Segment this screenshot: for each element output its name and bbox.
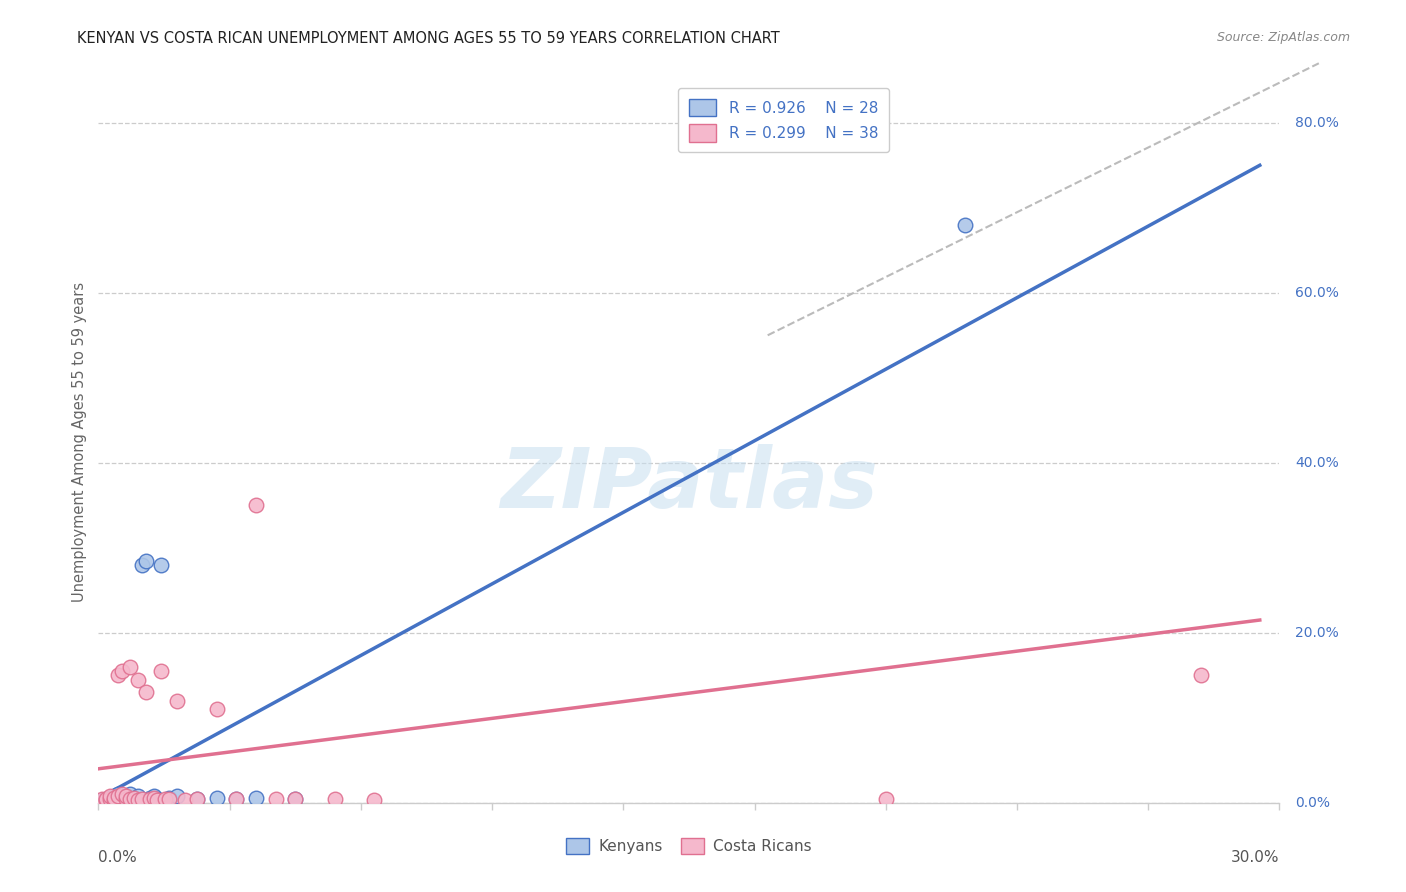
Point xyxy=(166,789,188,803)
Point xyxy=(245,498,267,512)
Text: 0.0%: 0.0% xyxy=(1295,796,1330,810)
Point xyxy=(875,792,897,806)
Point xyxy=(186,791,208,805)
Point xyxy=(135,685,157,699)
Point xyxy=(155,792,177,806)
Text: 30.0%: 30.0% xyxy=(1232,849,1279,864)
Point xyxy=(264,792,287,806)
Text: 0.0%: 0.0% xyxy=(98,849,138,864)
Point xyxy=(111,664,134,678)
Point xyxy=(122,790,145,805)
Legend: Kenyans, Costa Ricans: Kenyans, Costa Ricans xyxy=(560,832,818,860)
Point xyxy=(174,793,197,807)
Point xyxy=(205,702,228,716)
Text: 20.0%: 20.0% xyxy=(1295,626,1339,640)
Point xyxy=(150,558,173,572)
Point xyxy=(127,789,149,803)
Point xyxy=(150,664,173,678)
Point xyxy=(127,793,149,807)
Point xyxy=(111,787,134,801)
Point xyxy=(98,790,121,805)
Point xyxy=(91,793,114,807)
Point xyxy=(96,791,118,805)
Point xyxy=(103,790,125,805)
Point xyxy=(107,789,129,803)
Text: KENYAN VS COSTA RICAN UNEMPLOYMENT AMONG AGES 55 TO 59 YEARS CORRELATION CHART: KENYAN VS COSTA RICAN UNEMPLOYMENT AMONG… xyxy=(77,31,780,46)
Y-axis label: Unemployment Among Ages 55 to 59 years: Unemployment Among Ages 55 to 59 years xyxy=(72,282,87,601)
Point xyxy=(225,792,247,806)
Point xyxy=(115,789,138,803)
Point xyxy=(98,792,121,806)
Point xyxy=(186,791,208,805)
Point xyxy=(284,791,307,805)
Point xyxy=(98,789,121,803)
Point xyxy=(146,791,169,805)
Point xyxy=(138,792,160,806)
Point xyxy=(131,558,153,572)
Point xyxy=(205,790,228,805)
Point xyxy=(98,792,121,806)
Point xyxy=(111,789,134,804)
Point xyxy=(118,787,141,801)
Point xyxy=(245,790,267,805)
Point xyxy=(103,789,125,803)
Point xyxy=(953,218,976,232)
Point xyxy=(131,791,153,805)
Point xyxy=(225,792,247,806)
Text: Source: ZipAtlas.com: Source: ZipAtlas.com xyxy=(1216,31,1350,45)
Point xyxy=(135,553,157,567)
Point xyxy=(115,789,138,803)
Point xyxy=(115,791,138,805)
Point xyxy=(103,793,125,807)
Point xyxy=(166,694,188,708)
Text: 80.0%: 80.0% xyxy=(1295,116,1339,129)
Point xyxy=(284,791,307,805)
Point xyxy=(115,792,138,806)
Text: 60.0%: 60.0% xyxy=(1295,285,1339,300)
Point xyxy=(96,791,118,805)
Point xyxy=(118,790,141,805)
Point xyxy=(138,790,160,805)
Text: ZIPatlas: ZIPatlas xyxy=(501,444,877,525)
Point xyxy=(118,660,141,674)
Point xyxy=(107,791,129,805)
Text: 40.0%: 40.0% xyxy=(1295,456,1339,470)
Point xyxy=(323,792,346,806)
Point xyxy=(142,790,165,805)
Point xyxy=(142,789,165,803)
Point xyxy=(107,787,129,801)
Point xyxy=(127,673,149,687)
Point xyxy=(157,790,180,805)
Point xyxy=(363,793,385,807)
Point xyxy=(157,791,180,805)
Point xyxy=(118,792,141,806)
Point xyxy=(122,791,145,805)
Point xyxy=(146,793,169,807)
Point xyxy=(1189,668,1212,682)
Point xyxy=(91,792,114,806)
Point xyxy=(107,668,129,682)
Point xyxy=(96,793,118,807)
